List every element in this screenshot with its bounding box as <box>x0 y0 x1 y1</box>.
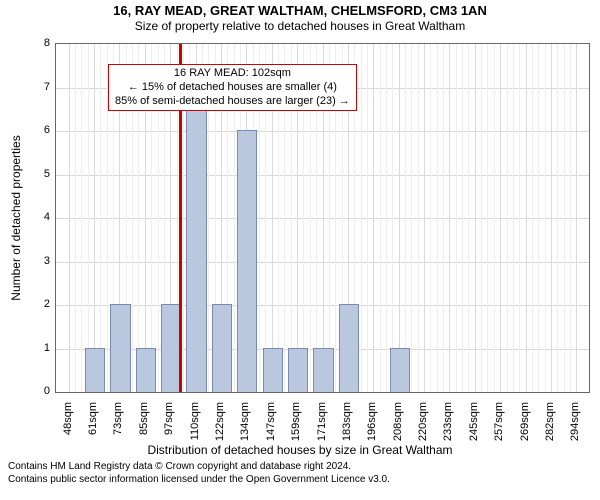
y-tick-label: 6 <box>0 124 50 136</box>
bar <box>390 348 410 393</box>
x-tick-label: 257sqm <box>493 402 505 446</box>
gridline-v-minor <box>462 44 463 392</box>
gridline-v-minor <box>481 44 482 392</box>
y-tick-label: 5 <box>0 168 50 180</box>
gridline-v-minor <box>418 44 419 392</box>
annotation-box: 16 RAY MEAD: 102sqm← 15% of detached hou… <box>108 64 357 111</box>
page-title-address: 16, RAY MEAD, GREAT WALTHAM, CHELMSFORD,… <box>0 3 600 18</box>
gridline-v-minor <box>88 44 89 392</box>
gridline-v-minor <box>564 44 565 392</box>
y-tick-label: 1 <box>0 342 50 354</box>
x-tick-label: 61sqm <box>87 402 99 446</box>
gridline-v-minor <box>468 44 469 392</box>
gridline-v-minor <box>487 44 488 392</box>
gridline-v-minor <box>100 44 101 392</box>
gridline-v <box>69 44 70 392</box>
x-tick-label: 208sqm <box>392 402 404 446</box>
gridline-v-minor <box>538 44 539 392</box>
gridline-v-minor <box>532 44 533 392</box>
page-subtitle: Size of property relative to detached ho… <box>0 19 600 33</box>
annotation-line: ← 15% of detached houses are smaller (4) <box>115 81 350 95</box>
gridline-v-minor <box>513 44 514 392</box>
gridline-v <box>449 44 450 392</box>
gridline-v-minor <box>494 44 495 392</box>
gridline-v-minor <box>411 44 412 392</box>
gridline-v <box>500 44 501 392</box>
gridline-v <box>424 44 425 392</box>
gridline-v <box>475 44 476 392</box>
gridline-v-minor <box>392 44 393 392</box>
gridline-v-minor <box>81 44 82 392</box>
footer-attribution: Contains HM Land Registry data © Crown c… <box>0 457 600 486</box>
x-tick-label: 134sqm <box>239 402 251 446</box>
annotation-line: 16 RAY MEAD: 102sqm <box>115 67 350 81</box>
gridline-v-minor <box>507 44 508 392</box>
bar <box>136 348 156 393</box>
x-tick-label: 294sqm <box>569 402 581 446</box>
gridline-v-minor <box>443 44 444 392</box>
x-tick-label: 233sqm <box>442 402 454 446</box>
x-tick-label: 159sqm <box>290 402 302 446</box>
chart-container: Number of detached properties 16 RAY MEA… <box>0 33 600 443</box>
gridline-v <box>576 44 577 392</box>
gridline-v-minor <box>519 44 520 392</box>
gridline-v-minor <box>437 44 438 392</box>
bar <box>212 304 232 392</box>
footer-line-1: Contains HM Land Registry data © Crown c… <box>8 461 592 474</box>
bar <box>237 130 257 392</box>
x-tick-label: 85sqm <box>138 402 150 446</box>
y-tick-label: 4 <box>0 211 50 223</box>
plot-area: 16 RAY MEAD: 102sqm← 15% of detached hou… <box>55 43 590 393</box>
gridline-v-minor <box>405 44 406 392</box>
bar <box>339 304 359 392</box>
gridline-v <box>373 44 374 392</box>
gridline-v-minor <box>570 44 571 392</box>
bar <box>186 87 206 393</box>
bar <box>313 348 333 393</box>
x-tick-label: 147sqm <box>265 402 277 446</box>
y-tick-label: 3 <box>0 255 50 267</box>
bar <box>288 348 308 393</box>
gridline-v <box>551 44 552 392</box>
gridline-v-minor <box>361 44 362 392</box>
gridline-v-minor <box>557 44 558 392</box>
x-tick-label: 282sqm <box>544 402 556 446</box>
x-tick-label: 97sqm <box>163 402 175 446</box>
x-tick-label: 220sqm <box>417 402 429 446</box>
gridline-v-minor <box>456 44 457 392</box>
gridline-v-minor <box>75 44 76 392</box>
gridline-v-minor <box>430 44 431 392</box>
x-tick-label: 245sqm <box>468 402 480 446</box>
gridline-v-minor <box>380 44 381 392</box>
gridline-v-minor <box>386 44 387 392</box>
x-tick-label: 269sqm <box>519 402 531 446</box>
gridline-v-minor <box>545 44 546 392</box>
y-tick-label: 8 <box>0 37 50 49</box>
gridline-v <box>94 44 95 392</box>
annotation-line: 85% of semi-detached houses are larger (… <box>115 95 350 109</box>
y-tick-label: 7 <box>0 81 50 93</box>
bar <box>263 348 283 393</box>
footer-line-2: Contains public sector information licen… <box>8 474 592 487</box>
gridline-v-minor <box>367 44 368 392</box>
x-tick-label: 196sqm <box>366 402 378 446</box>
x-tick-label: 110sqm <box>189 402 201 446</box>
x-tick-label: 73sqm <box>112 402 124 446</box>
y-tick-label: 2 <box>0 298 50 310</box>
y-tick-label: 0 <box>0 385 50 397</box>
x-tick-label: 48sqm <box>62 402 74 446</box>
x-tick-label: 171sqm <box>316 402 328 446</box>
gridline-v <box>526 44 527 392</box>
x-tick-label: 183sqm <box>341 402 353 446</box>
gridline-v <box>399 44 400 392</box>
bar <box>85 348 105 393</box>
bar <box>110 304 130 392</box>
x-tick-label: 122sqm <box>214 402 226 446</box>
